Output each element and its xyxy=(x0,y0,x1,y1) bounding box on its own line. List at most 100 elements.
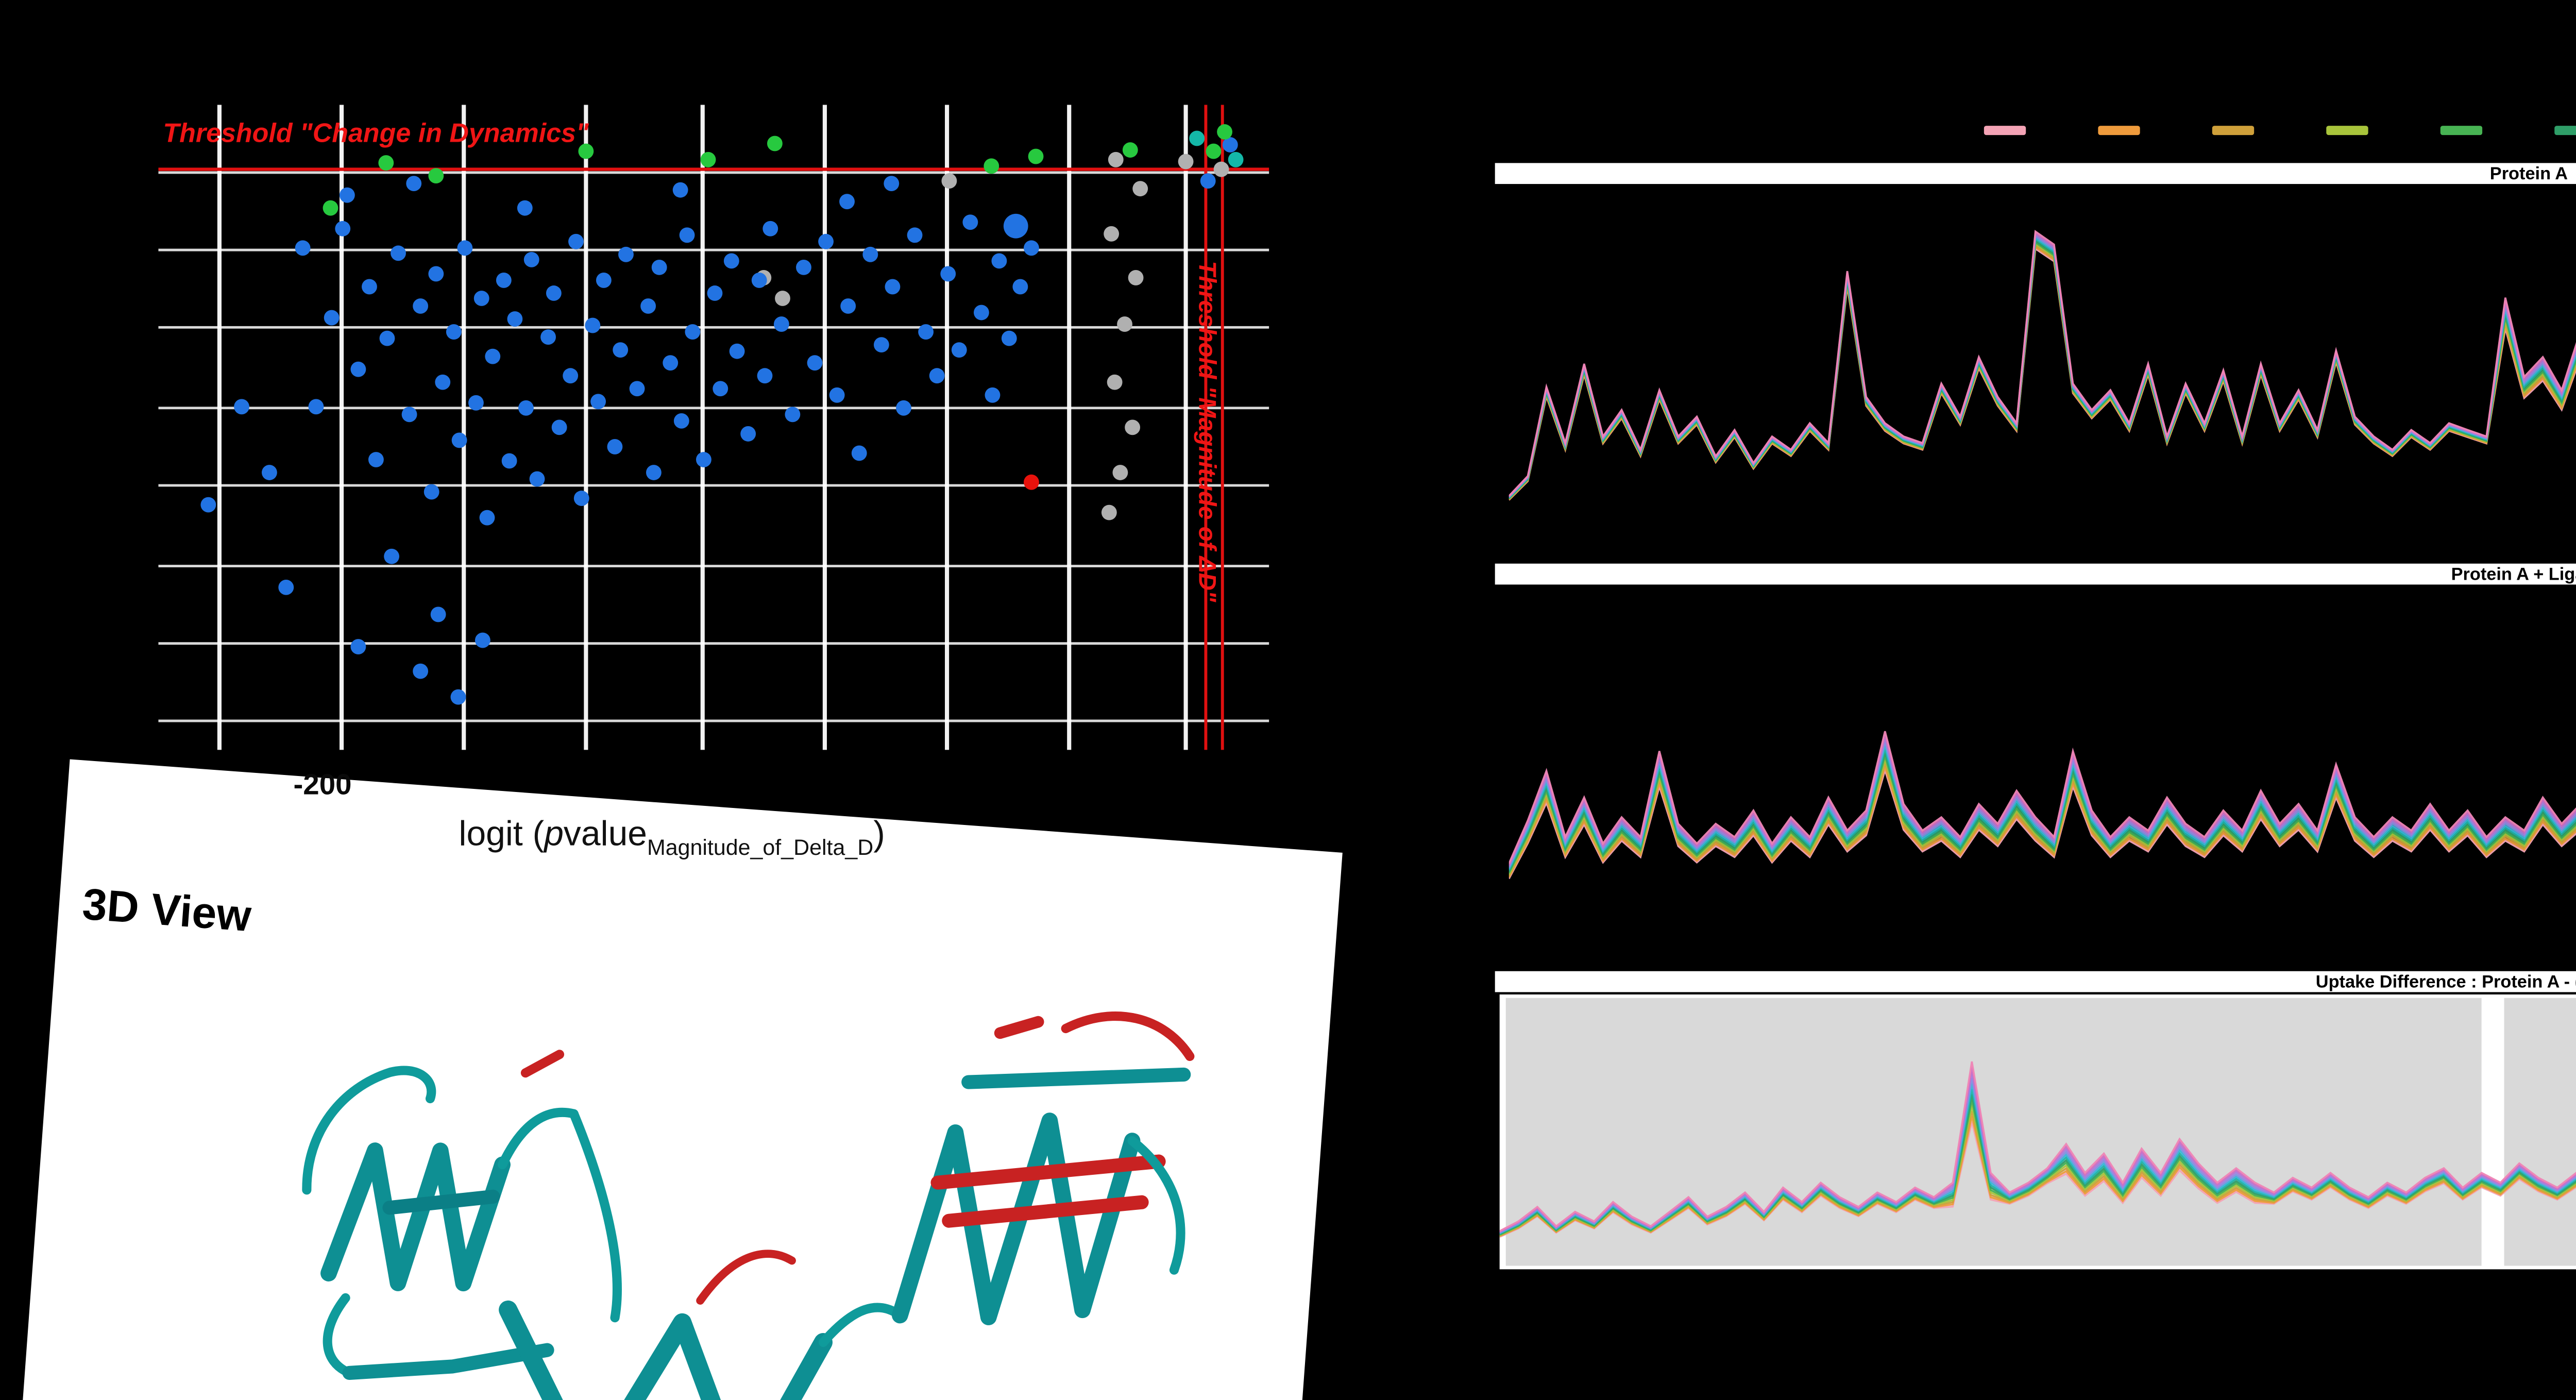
scatter-point[interactable] xyxy=(962,214,978,230)
scatter-point[interactable] xyxy=(1222,137,1238,153)
scatter-point[interactable] xyxy=(700,151,716,167)
scatter-point[interactable] xyxy=(1213,161,1229,177)
scatter-point[interactable] xyxy=(1101,504,1117,520)
scatter-point[interactable] xyxy=(685,324,701,340)
scatter-point[interactable] xyxy=(262,465,277,480)
scatter-point[interactable] xyxy=(1104,226,1120,242)
scatter-point[interactable] xyxy=(941,173,957,189)
legend-entry-5[interactable] xyxy=(2553,126,2576,134)
scatter-point[interactable] xyxy=(991,253,1007,269)
scatter-point[interactable] xyxy=(1012,279,1028,295)
selection-band[interactable] xyxy=(2504,998,2576,1266)
legend-entry-2[interactable] xyxy=(2211,126,2254,134)
series-line[interactable] xyxy=(1499,1089,2576,1238)
scatter-point[interactable] xyxy=(713,381,728,397)
scatter-point[interactable] xyxy=(767,136,783,151)
legend-entry-3[interactable] xyxy=(2326,126,2368,134)
scatter-point[interactable] xyxy=(423,484,439,500)
scatter-point[interactable] xyxy=(1228,151,1244,167)
scatter-point[interactable] xyxy=(401,407,417,423)
scatter-point[interactable] xyxy=(485,348,501,364)
scatter-point[interactable] xyxy=(1200,173,1216,189)
scatter-point[interactable] xyxy=(1117,316,1132,332)
scatter-point[interactable] xyxy=(391,245,406,261)
scatter-point[interactable] xyxy=(379,330,395,346)
scatter-point[interactable] xyxy=(775,291,790,306)
scatter-point[interactable] xyxy=(629,381,645,397)
scatter-point[interactable] xyxy=(723,253,739,269)
series-line[interactable] xyxy=(1509,732,2576,880)
scatter-point[interactable] xyxy=(474,632,490,648)
scatter-point[interactable] xyxy=(590,394,606,410)
series-line[interactable] xyxy=(1499,1061,2576,1236)
scatter-point[interactable] xyxy=(907,227,923,243)
series-line[interactable] xyxy=(1509,722,2576,878)
legend-entry-0[interactable] xyxy=(1984,126,2026,134)
scatter-point[interactable] xyxy=(873,337,889,353)
scatter-point[interactable] xyxy=(523,251,539,267)
scatter-point[interactable] xyxy=(428,168,444,184)
scatter-point[interactable] xyxy=(885,279,901,295)
scatter-point[interactable] xyxy=(473,291,489,306)
scatter-point[interactable] xyxy=(1122,142,1138,158)
scatter-point[interactable] xyxy=(673,413,689,429)
scatter-point[interactable] xyxy=(1132,181,1148,197)
scatter-point[interactable] xyxy=(324,310,340,326)
legend-entry-1[interactable] xyxy=(2097,126,2140,134)
series-line[interactable] xyxy=(1509,629,2576,866)
scatter-point[interactable] xyxy=(651,259,667,275)
scatter-point[interactable] xyxy=(457,240,473,256)
scatter-point[interactable] xyxy=(672,182,688,198)
scatter-point[interactable] xyxy=(323,200,338,216)
scatter-point[interactable] xyxy=(350,639,366,654)
scatter-point[interactable] xyxy=(578,143,594,159)
scatter-point[interactable] xyxy=(501,453,517,469)
scatter-point[interactable] xyxy=(1128,270,1144,285)
scatter-point[interactable] xyxy=(546,285,562,301)
scatter-point[interactable] xyxy=(985,387,1001,403)
scatter-point[interactable] xyxy=(507,311,523,327)
scatter-point[interactable] xyxy=(896,400,911,416)
scatter-point[interactable] xyxy=(829,387,845,403)
series-line[interactable] xyxy=(1509,712,2576,876)
protein-3d-structure[interactable] xyxy=(146,913,1278,1400)
scatter-point[interactable] xyxy=(378,155,394,171)
scatter-point[interactable] xyxy=(918,324,934,340)
scatter-point[interactable] xyxy=(529,471,545,487)
scatter-point[interactable] xyxy=(413,663,429,679)
scatter-point[interactable] xyxy=(646,465,662,480)
scatter-point[interactable] xyxy=(339,187,355,203)
scatter-point[interactable] xyxy=(1108,151,1124,167)
scatter-point[interactable] xyxy=(1024,474,1039,490)
scatter-point[interactable] xyxy=(679,227,695,243)
uptake-chart-protein-a[interactable] xyxy=(1509,186,2576,550)
scatter-point[interactable] xyxy=(496,273,512,288)
series-line[interactable] xyxy=(1509,230,2576,497)
scatter-point[interactable] xyxy=(951,342,967,358)
series-line[interactable] xyxy=(1509,619,2576,864)
scatter-point[interactable] xyxy=(435,374,451,390)
scatter-point[interactable] xyxy=(1001,330,1017,346)
scatter-point[interactable] xyxy=(585,317,601,333)
scatter-point[interactable] xyxy=(663,355,679,371)
scatter-point[interactable] xyxy=(973,305,989,321)
scatter-point[interactable] xyxy=(308,399,324,415)
volcano-plot[interactable] xyxy=(158,105,1269,750)
uptake-chart-protein-a-svg[interactable] xyxy=(1509,186,2576,550)
scatter-point[interactable] xyxy=(729,343,745,359)
uptake-chart-protein-a-ligand-svg[interactable] xyxy=(1509,586,2576,951)
scatter-point[interactable] xyxy=(362,279,377,295)
scatter-point[interactable] xyxy=(707,285,723,301)
scatter-point[interactable] xyxy=(751,273,767,288)
scatter-point[interactable] xyxy=(368,452,384,467)
viewer-3d-panel[interactable]: 3D View xyxy=(19,759,1343,1400)
scatter-point[interactable] xyxy=(773,316,789,332)
scatter-point[interactable] xyxy=(350,361,366,377)
scatter-point[interactable] xyxy=(596,273,612,288)
series-line[interactable] xyxy=(1509,660,2576,870)
scatter-point[interactable] xyxy=(762,221,778,237)
series-line[interactable] xyxy=(1509,650,2576,868)
series-line[interactable] xyxy=(1509,701,2576,875)
scatter-point[interactable] xyxy=(278,579,294,595)
scatter-point[interactable] xyxy=(540,329,556,345)
